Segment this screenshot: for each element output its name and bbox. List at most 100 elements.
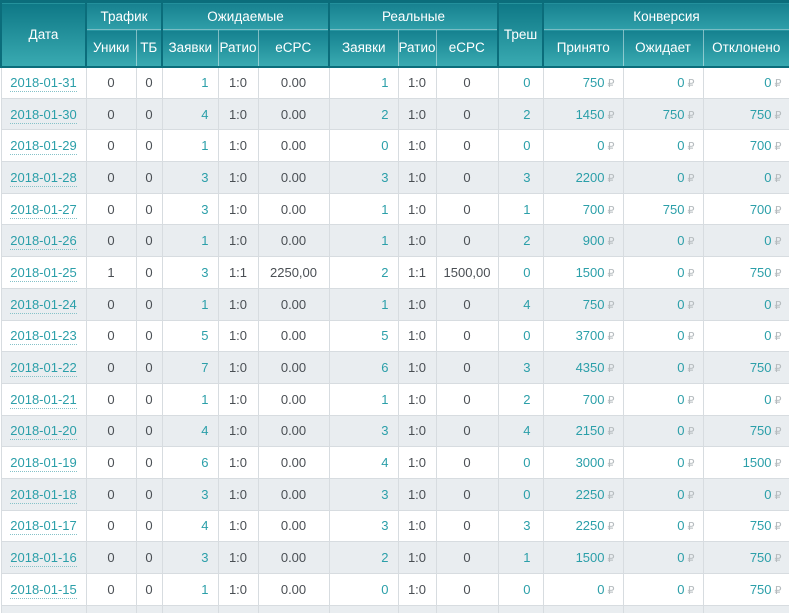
declined-cell[interactable]: 0 ₽ [702, 382, 789, 416]
real-apps-cell[interactable]: 5 [328, 319, 399, 353]
real-apps-cell[interactable]: 1 [328, 192, 399, 226]
accepted-cell[interactable]: 3000 ₽ [542, 446, 624, 479]
date-link[interactable]: 2018-01-23 [10, 328, 77, 346]
expected-apps-cell[interactable]: 3 [161, 192, 219, 226]
accepted-cell[interactable]: 750 ₽ [542, 66, 624, 99]
real-apps-cell[interactable]: 0 [328, 129, 399, 163]
declined-cell[interactable]: 750 ₽ [702, 573, 789, 606]
pending-cell[interactable] [622, 604, 704, 613]
pending-cell[interactable]: 0 ₽ [622, 161, 704, 194]
date-link[interactable]: 2018-01-19 [10, 455, 77, 473]
real-apps-cell[interactable]: 0 [328, 573, 399, 606]
date-link[interactable]: 2018-01-30 [10, 106, 77, 124]
accepted-cell[interactable]: 2150 ₽ [542, 414, 624, 448]
expected-apps-cell[interactable]: 1 [161, 66, 219, 99]
trash-cell[interactable]: 0 [497, 256, 544, 289]
trash-cell[interactable]: 0 [497, 573, 544, 606]
trash-cell[interactable]: 0 [497, 477, 544, 511]
trash-cell[interactable]: 0 [497, 66, 544, 99]
declined-cell[interactable]: 750 ₽ [702, 509, 789, 543]
date-link[interactable]: 2018-01-28 [10, 169, 77, 187]
expected-apps-cell[interactable]: 7 [161, 351, 219, 384]
pending-cell[interactable]: 0 ₽ [622, 414, 704, 448]
real-apps-cell[interactable]: 1 [328, 382, 399, 416]
trash-cell[interactable]: 4 [497, 287, 544, 321]
real-apps-cell[interactable]: 2 [328, 541, 399, 574]
expected-apps-cell[interactable]: 4 [161, 97, 219, 131]
date-link[interactable]: 2018-01-21 [10, 391, 77, 409]
expected-apps-cell[interactable]: 4 [161, 414, 219, 448]
declined-cell[interactable]: 750 ₽ [702, 351, 789, 384]
real-apps-cell[interactable]: 6 [328, 351, 399, 384]
date-link[interactable]: 2018-01-25 [10, 264, 77, 282]
trash-cell[interactable]: 0 [497, 446, 544, 479]
declined-cell[interactable]: 0 ₽ [702, 224, 789, 258]
pending-cell[interactable]: 0 ₽ [622, 351, 704, 384]
pending-cell[interactable]: 0 ₽ [622, 224, 704, 258]
accepted-cell[interactable]: 750 ₽ [542, 287, 624, 321]
pending-cell[interactable]: 0 ₽ [622, 129, 704, 163]
trash-cell[interactable]: 1 [497, 541, 544, 574]
trash-cell[interactable]: 2 [497, 224, 544, 258]
expected-apps-cell[interactable]: 3 [161, 256, 219, 289]
date-link[interactable]: 2018-01-26 [10, 233, 77, 251]
expected-apps-cell[interactable]: 1 [161, 224, 219, 258]
trash-cell[interactable]: 2 [497, 97, 544, 131]
expected-apps-cell[interactable]: 6 [161, 446, 219, 479]
declined-cell[interactable]: 0 ₽ [702, 477, 789, 511]
expected-apps-cell[interactable]: 1 [161, 382, 219, 416]
accepted-cell[interactable]: 3700 ₽ [542, 319, 624, 353]
date-link[interactable]: 2018-01-16 [10, 550, 77, 568]
real-apps-cell[interactable]: 3 [328, 161, 399, 194]
expected-apps-cell[interactable]: 1 [161, 287, 219, 321]
accepted-cell[interactable]: 2250 ₽ [542, 509, 624, 543]
date-link[interactable]: 2018-01-27 [10, 201, 77, 219]
trash-cell[interactable]: 0 [497, 319, 544, 353]
pending-cell[interactable]: 750 ₽ [622, 192, 704, 226]
declined-cell[interactable]: 700 ₽ [702, 129, 789, 163]
trash-cell[interactable]: 3 [497, 509, 544, 543]
trash-cell[interactable]: 2 [497, 382, 544, 416]
accepted-cell[interactable]: 4350 ₽ [542, 351, 624, 384]
declined-cell[interactable] [702, 604, 789, 613]
accepted-cell[interactable]: 1450 ₽ [542, 97, 624, 131]
accepted-cell[interactable]: 900 ₽ [542, 224, 624, 258]
accepted-cell[interactable]: 700 ₽ [542, 382, 624, 416]
trash-cell[interactable]: 0 [497, 129, 544, 163]
pending-cell[interactable]: 0 ₽ [622, 319, 704, 353]
expected-apps-cell[interactable] [161, 604, 219, 613]
pending-cell[interactable]: 0 ₽ [622, 541, 704, 574]
accepted-cell[interactable]: 700 ₽ [542, 192, 624, 226]
trash-cell[interactable]: 1 [497, 192, 544, 226]
accepted-cell[interactable]: 0 ₽ [542, 573, 624, 606]
declined-cell[interactable]: 750 ₽ [702, 541, 789, 574]
expected-apps-cell[interactable]: 1 [161, 573, 219, 606]
real-apps-cell[interactable] [328, 604, 399, 613]
declined-cell[interactable]: 0 ₽ [702, 66, 789, 99]
pending-cell[interactable]: 0 ₽ [622, 287, 704, 321]
accepted-cell[interactable]: 2200 ₽ [542, 161, 624, 194]
pending-cell[interactable]: 0 ₽ [622, 509, 704, 543]
declined-cell[interactable]: 750 ₽ [702, 97, 789, 131]
pending-cell[interactable]: 750 ₽ [622, 97, 704, 131]
real-apps-cell[interactable]: 2 [328, 97, 399, 131]
expected-apps-cell[interactable]: 4 [161, 509, 219, 543]
trash-cell[interactable]: 3 [497, 161, 544, 194]
date-link[interactable]: 2018-01-31 [10, 75, 77, 93]
date-link[interactable]: 2018-01-24 [10, 296, 77, 314]
date-link[interactable]: 2018-01-18 [10, 486, 77, 504]
declined-cell[interactable]: 0 ₽ [702, 161, 789, 194]
declined-cell[interactable]: 0 ₽ [702, 287, 789, 321]
pending-cell[interactable]: 0 ₽ [622, 382, 704, 416]
pending-cell[interactable]: 0 ₽ [622, 66, 704, 99]
date-link[interactable]: 2018-01-22 [10, 360, 77, 378]
pending-cell[interactable]: 0 ₽ [622, 446, 704, 479]
real-apps-cell[interactable]: 3 [328, 477, 399, 511]
pending-cell[interactable]: 0 ₽ [622, 573, 704, 606]
accepted-cell[interactable]: 2250 ₽ [542, 477, 624, 511]
real-apps-cell[interactable]: 2 [328, 256, 399, 289]
declined-cell[interactable]: 1500 ₽ [702, 446, 789, 479]
real-apps-cell[interactable]: 1 [328, 224, 399, 258]
real-apps-cell[interactable]: 3 [328, 509, 399, 543]
accepted-cell[interactable]: 1500 ₽ [542, 541, 624, 574]
